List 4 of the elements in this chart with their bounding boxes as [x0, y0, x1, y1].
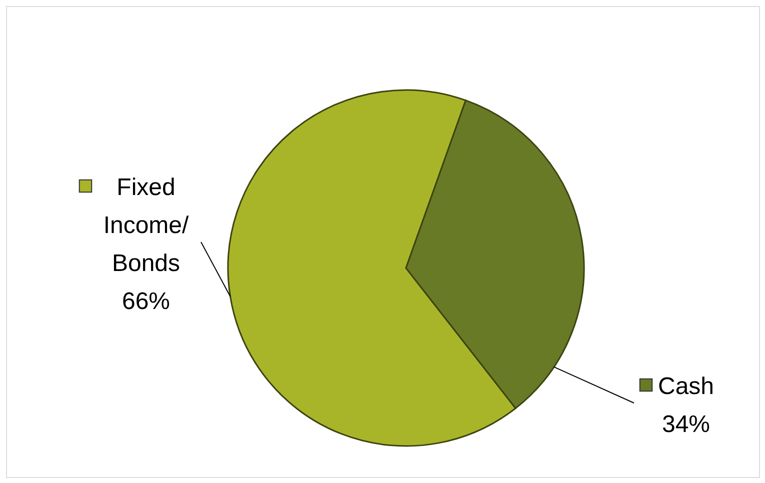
data-label: 34% [662, 411, 710, 438]
legend-label: Cash [658, 373, 714, 400]
data-label: 66% [122, 288, 170, 315]
legend-label: Fixed Income/Bonds [103, 174, 190, 277]
